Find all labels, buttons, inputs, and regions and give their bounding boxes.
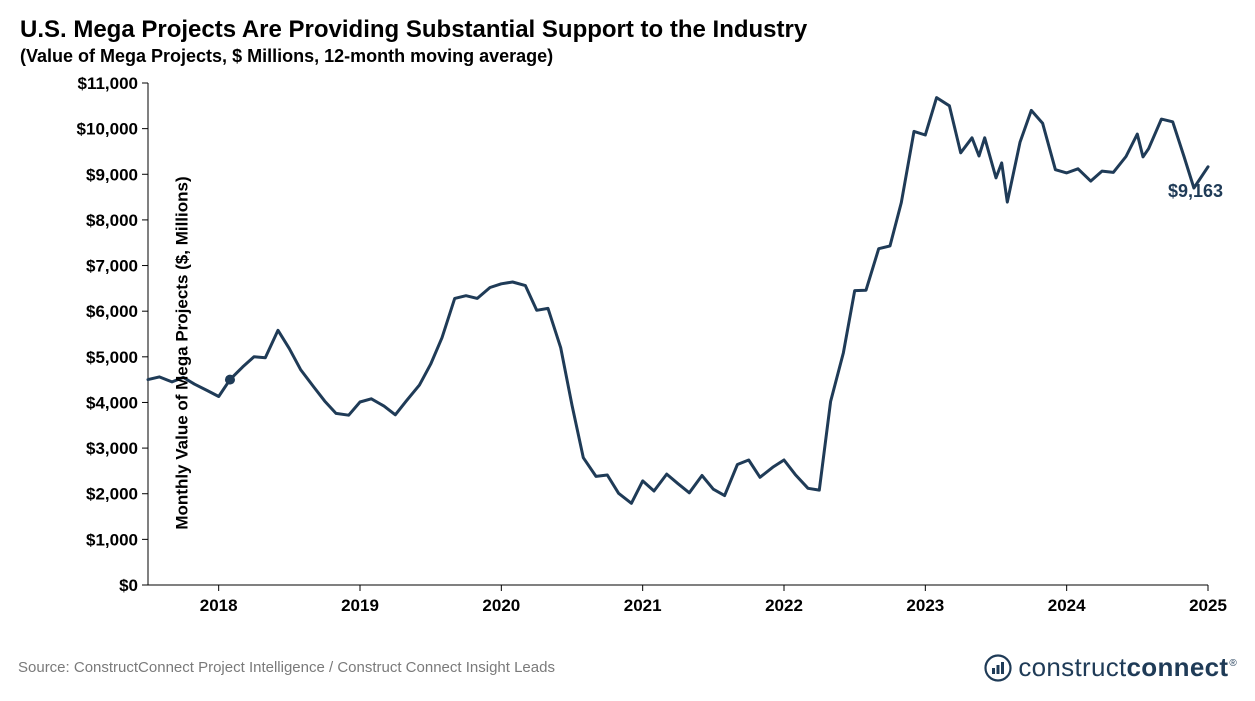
brand-text-bold: connect [1127, 652, 1229, 682]
svg-text:2022: 2022 [765, 596, 803, 615]
svg-text:$4,000: $4,000 [86, 393, 138, 412]
chart-subtitle: (Value of Mega Projects, $ Millions, 12-… [20, 46, 1237, 67]
svg-text:$1,000: $1,000 [86, 530, 138, 549]
svg-text:2024: 2024 [1048, 596, 1086, 615]
svg-text:2019: 2019 [341, 596, 379, 615]
svg-text:2023: 2023 [906, 596, 944, 615]
svg-text:$0: $0 [119, 576, 138, 595]
source-text: Source: ConstructConnect Project Intelli… [18, 659, 555, 676]
svg-text:2020: 2020 [482, 596, 520, 615]
svg-text:$5,000: $5,000 [86, 348, 138, 367]
svg-text:$10,000: $10,000 [77, 120, 138, 139]
svg-text:$2,000: $2,000 [86, 485, 138, 504]
svg-text:2025: 2025 [1189, 596, 1227, 615]
chart-title: U.S. Mega Projects Are Providing Substan… [20, 16, 1237, 44]
brand-logo: constructconnect® [984, 652, 1237, 683]
brand-text-light: construct [1018, 652, 1126, 682]
brand-mark-icon [984, 654, 1012, 682]
chart-area: Monthly Value of Mega Projects ($, Milli… [18, 73, 1233, 633]
last-value-callout: $9,163 [1168, 181, 1223, 202]
svg-text:$9,000: $9,000 [86, 165, 138, 184]
brand-registered-icon: ® [1229, 658, 1237, 669]
svg-text:$6,000: $6,000 [86, 302, 138, 321]
svg-text:$3,000: $3,000 [86, 439, 138, 458]
svg-text:$11,000: $11,000 [77, 74, 138, 93]
y-axis-title: Monthly Value of Mega Projects ($, Milli… [173, 176, 193, 529]
svg-text:$7,000: $7,000 [86, 257, 138, 276]
svg-text:2018: 2018 [200, 596, 238, 615]
svg-text:$8,000: $8,000 [86, 211, 138, 230]
line-chart: $0 $1,000 $2,000 $3,000 $4,000 $5,000 $6,000 $7… [18, 73, 1233, 633]
svg-text:2021: 2021 [624, 596, 662, 615]
